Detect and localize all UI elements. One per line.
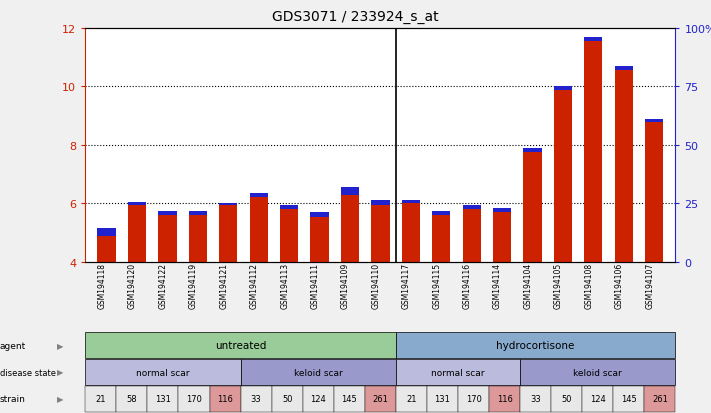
- Text: GSM194107: GSM194107: [645, 262, 654, 309]
- Text: ▶: ▶: [57, 394, 64, 404]
- Bar: [645, 119, 663, 262]
- Text: agent: agent: [0, 341, 26, 350]
- Text: 50: 50: [562, 394, 572, 404]
- Bar: [311, 213, 328, 217]
- Bar: [402, 201, 420, 204]
- Text: GSM194110: GSM194110: [371, 262, 380, 308]
- Text: normal scar: normal scar: [137, 368, 190, 377]
- Text: GSM194105: GSM194105: [554, 262, 563, 309]
- Text: 261: 261: [373, 394, 388, 404]
- Text: 50: 50: [282, 394, 292, 404]
- Text: GSM194115: GSM194115: [432, 262, 442, 308]
- Text: ▶: ▶: [57, 341, 64, 350]
- Text: GSM194111: GSM194111: [311, 262, 319, 308]
- Text: 58: 58: [127, 394, 137, 404]
- Bar: [432, 211, 450, 216]
- Bar: [159, 211, 176, 216]
- Bar: [219, 205, 237, 262]
- Text: GSM194120: GSM194120: [128, 262, 137, 308]
- Bar: [493, 213, 511, 262]
- Bar: [341, 195, 359, 262]
- Text: ▶: ▶: [57, 368, 64, 377]
- Text: 170: 170: [186, 394, 202, 404]
- Bar: [584, 38, 602, 262]
- Bar: [128, 202, 146, 205]
- Text: 21: 21: [406, 394, 417, 404]
- Bar: [280, 205, 298, 210]
- Text: hydrocortisone: hydrocortisone: [496, 340, 575, 350]
- Text: 124: 124: [590, 394, 606, 404]
- Text: GSM194106: GSM194106: [615, 262, 624, 309]
- Bar: [159, 216, 176, 262]
- Bar: [341, 188, 359, 195]
- Text: keloid scar: keloid scar: [574, 368, 622, 377]
- Text: GSM194116: GSM194116: [463, 262, 471, 308]
- Bar: [371, 205, 390, 262]
- Bar: [463, 210, 481, 262]
- Bar: [463, 205, 481, 210]
- Text: 131: 131: [434, 394, 451, 404]
- Bar: [523, 149, 542, 152]
- Text: GSM194109: GSM194109: [341, 262, 350, 309]
- Text: 21: 21: [95, 394, 106, 404]
- Text: GSM194112: GSM194112: [250, 262, 259, 308]
- Bar: [554, 87, 572, 91]
- Bar: [280, 210, 298, 262]
- Text: 131: 131: [155, 394, 171, 404]
- Text: GSM194113: GSM194113: [280, 262, 289, 308]
- Bar: [432, 216, 450, 262]
- Text: GSM194119: GSM194119: [189, 262, 198, 308]
- Text: 145: 145: [621, 394, 637, 404]
- Text: keloid scar: keloid scar: [294, 368, 343, 377]
- Text: 33: 33: [530, 394, 541, 404]
- Bar: [219, 204, 237, 205]
- Text: 261: 261: [652, 394, 668, 404]
- Text: 33: 33: [251, 394, 262, 404]
- Bar: [250, 194, 268, 197]
- Bar: [554, 87, 572, 262]
- Text: 124: 124: [311, 394, 326, 404]
- Bar: [645, 119, 663, 123]
- Bar: [614, 67, 633, 71]
- Bar: [523, 149, 542, 262]
- Text: 116: 116: [217, 394, 233, 404]
- Bar: [250, 194, 268, 262]
- Text: 145: 145: [341, 394, 357, 404]
- Text: disease state: disease state: [0, 368, 56, 377]
- Text: GDS3071 / 233924_s_at: GDS3071 / 233924_s_at: [272, 10, 439, 24]
- Text: GSM194117: GSM194117: [402, 262, 411, 308]
- Text: GSM194108: GSM194108: [584, 262, 593, 308]
- Bar: [402, 204, 420, 262]
- Text: strain: strain: [0, 394, 26, 404]
- Bar: [188, 216, 207, 262]
- Bar: [128, 205, 146, 262]
- Text: untreated: untreated: [215, 340, 267, 350]
- Text: GSM194104: GSM194104: [523, 262, 533, 309]
- Bar: [97, 229, 116, 236]
- Text: GSM194114: GSM194114: [493, 262, 502, 308]
- Bar: [97, 236, 116, 262]
- Bar: [188, 211, 207, 216]
- Bar: [311, 217, 328, 262]
- Text: normal scar: normal scar: [432, 368, 485, 377]
- Text: GSM194121: GSM194121: [219, 262, 228, 308]
- Bar: [493, 208, 511, 213]
- Bar: [371, 201, 390, 205]
- Text: 170: 170: [466, 394, 481, 404]
- Bar: [614, 67, 633, 262]
- Text: 116: 116: [497, 394, 513, 404]
- Text: GSM194122: GSM194122: [159, 262, 168, 308]
- Bar: [584, 38, 602, 41]
- Text: GSM194118: GSM194118: [97, 262, 107, 308]
